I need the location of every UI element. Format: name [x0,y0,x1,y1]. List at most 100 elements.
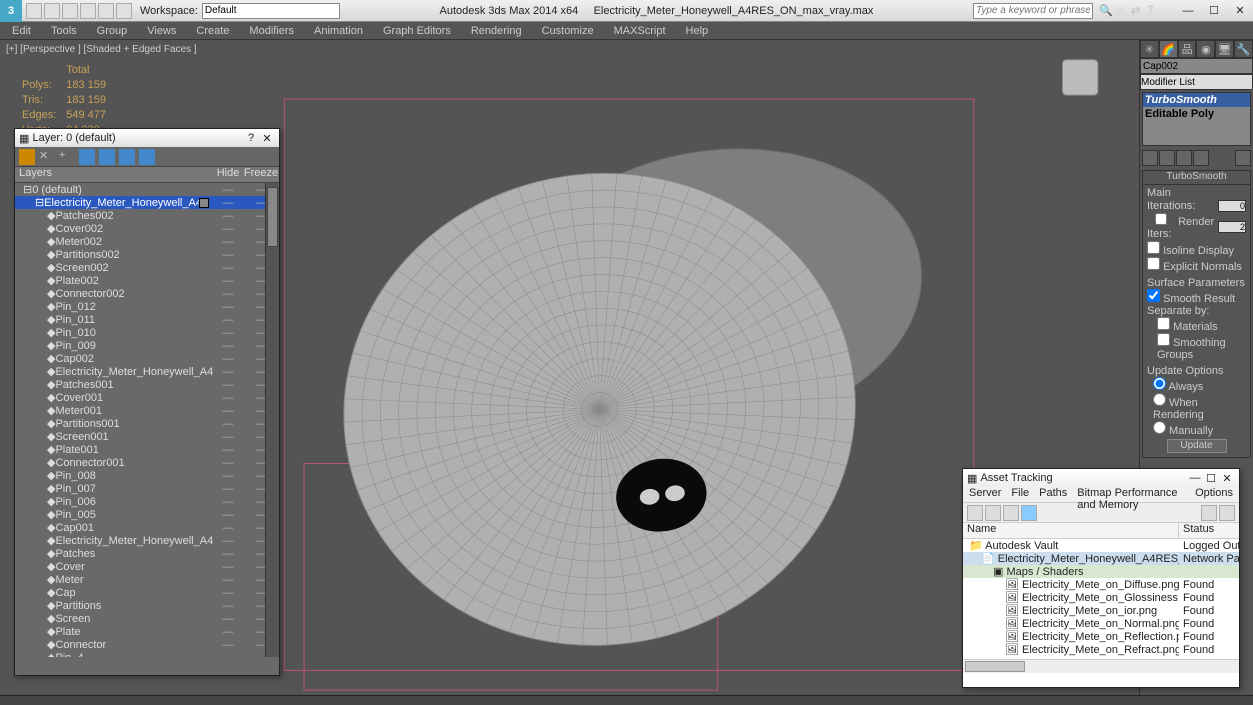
hide-toggle[interactable]: — [213,366,243,378]
layer-row[interactable]: ◆ Pin_006—— [15,495,279,508]
layer-dialog-help-icon[interactable]: ? [243,132,259,144]
layer-row[interactable]: ◆ Electricity_Meter_Honeywell_A4RES_ON00… [15,365,279,378]
modifier-editable-poly[interactable]: Editable Poly [1143,107,1250,121]
layer-row[interactable]: ◆ Pin_011—— [15,313,279,326]
layer-row[interactable]: ◆ Connector—— [15,638,279,651]
hide-toggle[interactable]: — [213,236,243,248]
iterations-spinner[interactable] [1218,200,1246,212]
layer-row[interactable]: ◆ Cover002—— [15,222,279,235]
asset-col-status[interactable]: Status [1179,523,1239,538]
layer-row[interactable]: ◆ Screen—— [15,612,279,625]
rollout-title[interactable]: TurboSmooth [1143,171,1250,185]
layer-row[interactable]: ⊟ 0 (default)—— [15,183,279,196]
highlight-sel-icon[interactable] [99,149,115,165]
menu-edit[interactable]: Edit [4,25,39,37]
layer-row[interactable]: ◆ Cover—— [15,560,279,573]
layer-row[interactable]: ◆ Screen002—— [15,261,279,274]
asset-dialog-titlebar[interactable]: ▦ Asset Tracking — ☐ ✕ [963,469,1239,487]
hide-toggle[interactable]: — [213,353,243,365]
star-icon[interactable]: ☆ [1115,4,1129,18]
hide-toggle[interactable]: — [213,522,243,534]
exchange-icon[interactable]: ⇄ [1131,4,1145,18]
menu-views[interactable]: Views [139,25,184,37]
layer-row[interactable]: ◆ Pin_008—— [15,469,279,482]
layer-row[interactable]: ◆ Pin_010—— [15,326,279,339]
asset-col-name[interactable]: Name [963,523,1179,538]
layer-row[interactable]: ◆ Meter002—— [15,235,279,248]
hide-toggle[interactable]: — [213,574,243,586]
asset-menu-server[interactable]: Server [969,487,1001,502]
layer-row[interactable]: ◆ Partitions—— [15,599,279,612]
modifier-list-dropdown[interactable] [1140,74,1253,90]
col-hide[interactable]: Hide [213,167,243,182]
asset-row[interactable]: 🖼 Electricity_Mete_on_Diffuse.pngFound [963,578,1239,591]
qat-new-icon[interactable] [26,3,42,19]
update-radio-always[interactable] [1153,377,1166,390]
menu-modifiers[interactable]: Modifiers [241,25,302,37]
asset-refresh-icon[interactable] [967,505,983,521]
layer-row[interactable]: ◆ Cap002—— [15,352,279,365]
hide-toggle[interactable]: — [213,288,243,300]
asset-row[interactable]: 🖼 Electricity_Mete_on_Glossiness.pngFoun… [963,591,1239,604]
menu-group[interactable]: Group [89,25,136,37]
configure-sets-icon[interactable] [1235,150,1251,166]
hide-toggle[interactable]: — [213,613,243,625]
hide-toggle[interactable]: — [213,301,243,313]
smooth-result-checkbox[interactable] [1147,289,1160,302]
col-freeze[interactable]: Freeze [243,167,279,182]
layer-row[interactable]: ◆ Plate001—— [15,443,279,456]
qat-open-icon[interactable] [44,3,60,19]
hide-toggle[interactable]: — [213,197,243,209]
asset-tb2-icon[interactable] [985,505,1001,521]
asset-row[interactable]: 🖼 Electricity_Mete_on_ior.pngFound [963,604,1239,617]
asset-hscrollbar[interactable] [963,659,1239,673]
menu-customize[interactable]: Customize [534,25,602,37]
menu-animation[interactable]: Animation [306,25,371,37]
hide-toggle[interactable]: — [213,340,243,352]
hide-toggle[interactable]: — [213,483,243,495]
hide-toggle[interactable]: — [213,223,243,235]
tab-create-icon[interactable]: ✳ [1140,40,1159,58]
show-end-result-icon[interactable] [1159,150,1175,166]
layer-row[interactable]: ◆ Plate—— [15,625,279,638]
layer-row[interactable]: ◆ Meter—— [15,573,279,586]
layer-row[interactable]: ◆ Patches001—— [15,378,279,391]
make-unique-icon[interactable] [1176,150,1192,166]
pin-stack-icon[interactable] [1142,150,1158,166]
layer-row[interactable]: ◆ Electricity_Meter_Honeywell_A4RES_ON—— [15,534,279,547]
hide-toggle[interactable]: — [213,548,243,560]
hide-toggle[interactable]: — [213,509,243,521]
help-icon[interactable]: ? [1147,4,1161,18]
hide-toggle[interactable]: — [213,600,243,612]
hide-toggle[interactable]: — [213,587,243,599]
modifier-turbosmooth[interactable]: TurboSmooth [1143,93,1250,107]
layer-scroll-thumb[interactable] [267,187,278,247]
smgroups-checkbox[interactable] [1157,333,1170,346]
delete-layer-icon[interactable]: ✕ [39,149,55,165]
asset-hscroll-thumb[interactable] [965,661,1025,672]
qat-save-icon[interactable] [62,3,78,19]
layer-row[interactable]: ◆ Partitions001—— [15,417,279,430]
hide-toggle[interactable]: — [213,626,243,638]
asset-menu-file[interactable]: File [1011,487,1029,502]
object-name-input[interactable] [1140,58,1253,74]
hide-toggle[interactable]: — [213,535,243,547]
maximize-button[interactable]: ☐ [1201,1,1227,21]
qat-redo-icon[interactable] [98,3,114,19]
new-layer-icon[interactable] [19,149,35,165]
hide-toggle[interactable]: — [213,314,243,326]
viewport-label[interactable]: [+] [Perspective ] [Shaded + Edged Faces… [6,44,197,55]
modifier-stack[interactable]: TurboSmooth Editable Poly [1142,92,1251,146]
asset-row[interactable]: 🖼 Electricity_Mete_on_Refract.pngFound [963,643,1239,656]
tab-modify-icon[interactable]: 🌈 [1159,40,1178,58]
menu-create[interactable]: Create [188,25,237,37]
layer-row[interactable]: ◆ Pin_005—— [15,508,279,521]
layer-row[interactable]: ⊟ Electricity_Meter_Honeywell_A4RES_ON—— [15,196,279,209]
qat-undo-icon[interactable] [80,3,96,19]
hide-toggle[interactable]: — [213,184,243,196]
layer-dialog-titlebar[interactable]: ▦ Layer: 0 (default) ? ✕ [15,129,279,147]
asset-tb4-icon[interactable] [1021,505,1037,521]
update-radio-manually[interactable] [1153,421,1166,434]
tab-utilities-icon[interactable]: 🔧 [1234,40,1253,58]
asset-tb5-icon[interactable] [1201,505,1217,521]
